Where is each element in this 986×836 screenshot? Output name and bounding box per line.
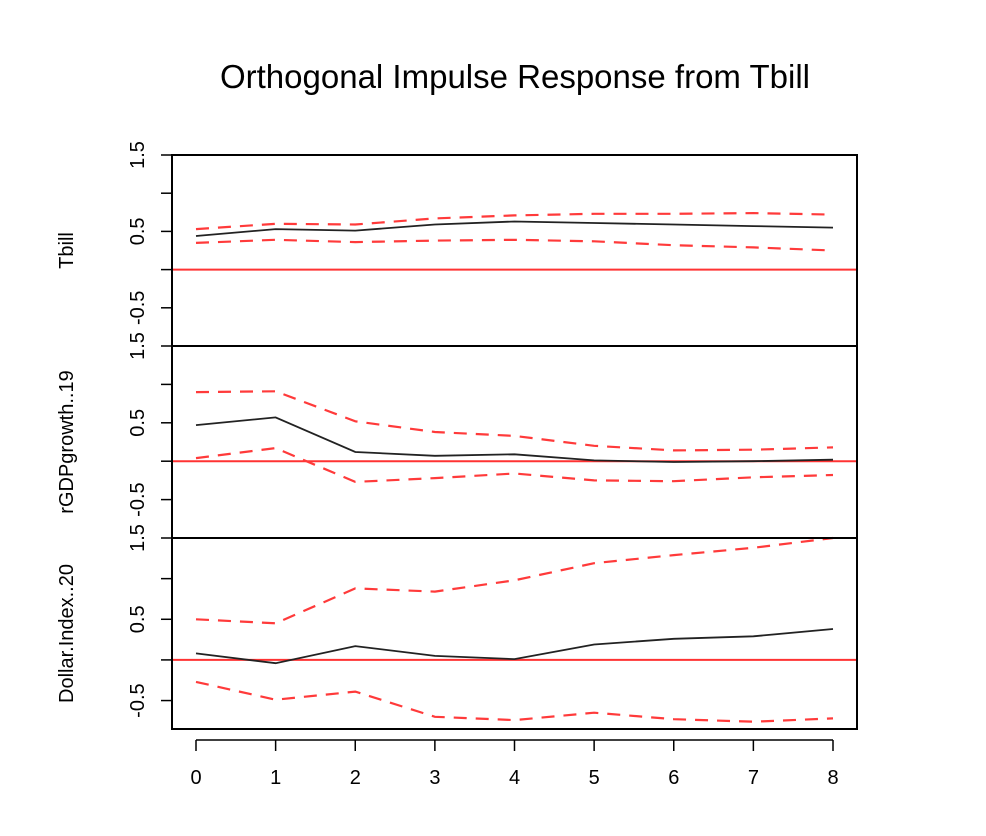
y-tick-label: 0.5 <box>127 217 149 245</box>
x-tick-label: 7 <box>748 767 759 789</box>
panel-frame <box>171 345 858 539</box>
series-line-upper <box>195 211 834 231</box>
series-line-lower <box>195 446 834 484</box>
series-line-response <box>195 416 834 463</box>
x-tick-label: 2 <box>350 767 361 789</box>
y-tick-label: 1.5 <box>127 332 149 360</box>
y-axis-label: Tbill <box>56 232 78 269</box>
x-tick-label: 0 <box>190 767 201 789</box>
panel-2: -0.5 0.5 1.5 Dollar.Index..20 <box>56 524 858 730</box>
panel-frame <box>171 537 858 730</box>
y-tick-label: 1.5 <box>127 141 149 169</box>
chart-title: Orthogonal Impulse Response from Tbill <box>220 58 810 95</box>
panel-frame <box>171 154 858 347</box>
y-axis-label: Dollar.Index..20 <box>56 564 78 703</box>
panel-1: -0.5 0.5 1.5 rGDPgrowth..19 <box>56 332 858 539</box>
x-tick-label: 5 <box>589 767 600 789</box>
x-tick-label: 8 <box>827 767 838 789</box>
panel-0: -0.5 0.5 1.5 Tbill <box>56 141 858 347</box>
y-tick-label: 1.5 <box>127 524 149 552</box>
x-tick-label: 6 <box>668 767 679 789</box>
y-tick-label: -0.5 <box>127 683 149 717</box>
y-tick-label: -0.5 <box>127 482 149 516</box>
x-tick-label: 3 <box>429 767 440 789</box>
x-tick-label: 1 <box>270 767 281 789</box>
series-line-response <box>195 628 834 665</box>
x-tick-label: 4 <box>509 767 520 789</box>
series-line-lower <box>195 238 834 252</box>
series-line-upper <box>195 390 834 452</box>
y-tick-label: 0.5 <box>127 409 149 437</box>
y-tick-label: -0.5 <box>127 291 149 325</box>
x-axis: 0 1 2 3 4 5 6 7 8 <box>190 739 839 789</box>
series-line-response <box>195 220 834 237</box>
y-axis-label: rGDPgrowth..19 <box>56 370 78 513</box>
series-line-lower <box>195 680 834 723</box>
series-line-upper <box>195 536 834 625</box>
chart-panels: -0.50.51.5Tbill-0.50.51.5rGDPgrowth..19-… <box>56 141 858 730</box>
y-tick-label: 0.5 <box>127 605 149 633</box>
